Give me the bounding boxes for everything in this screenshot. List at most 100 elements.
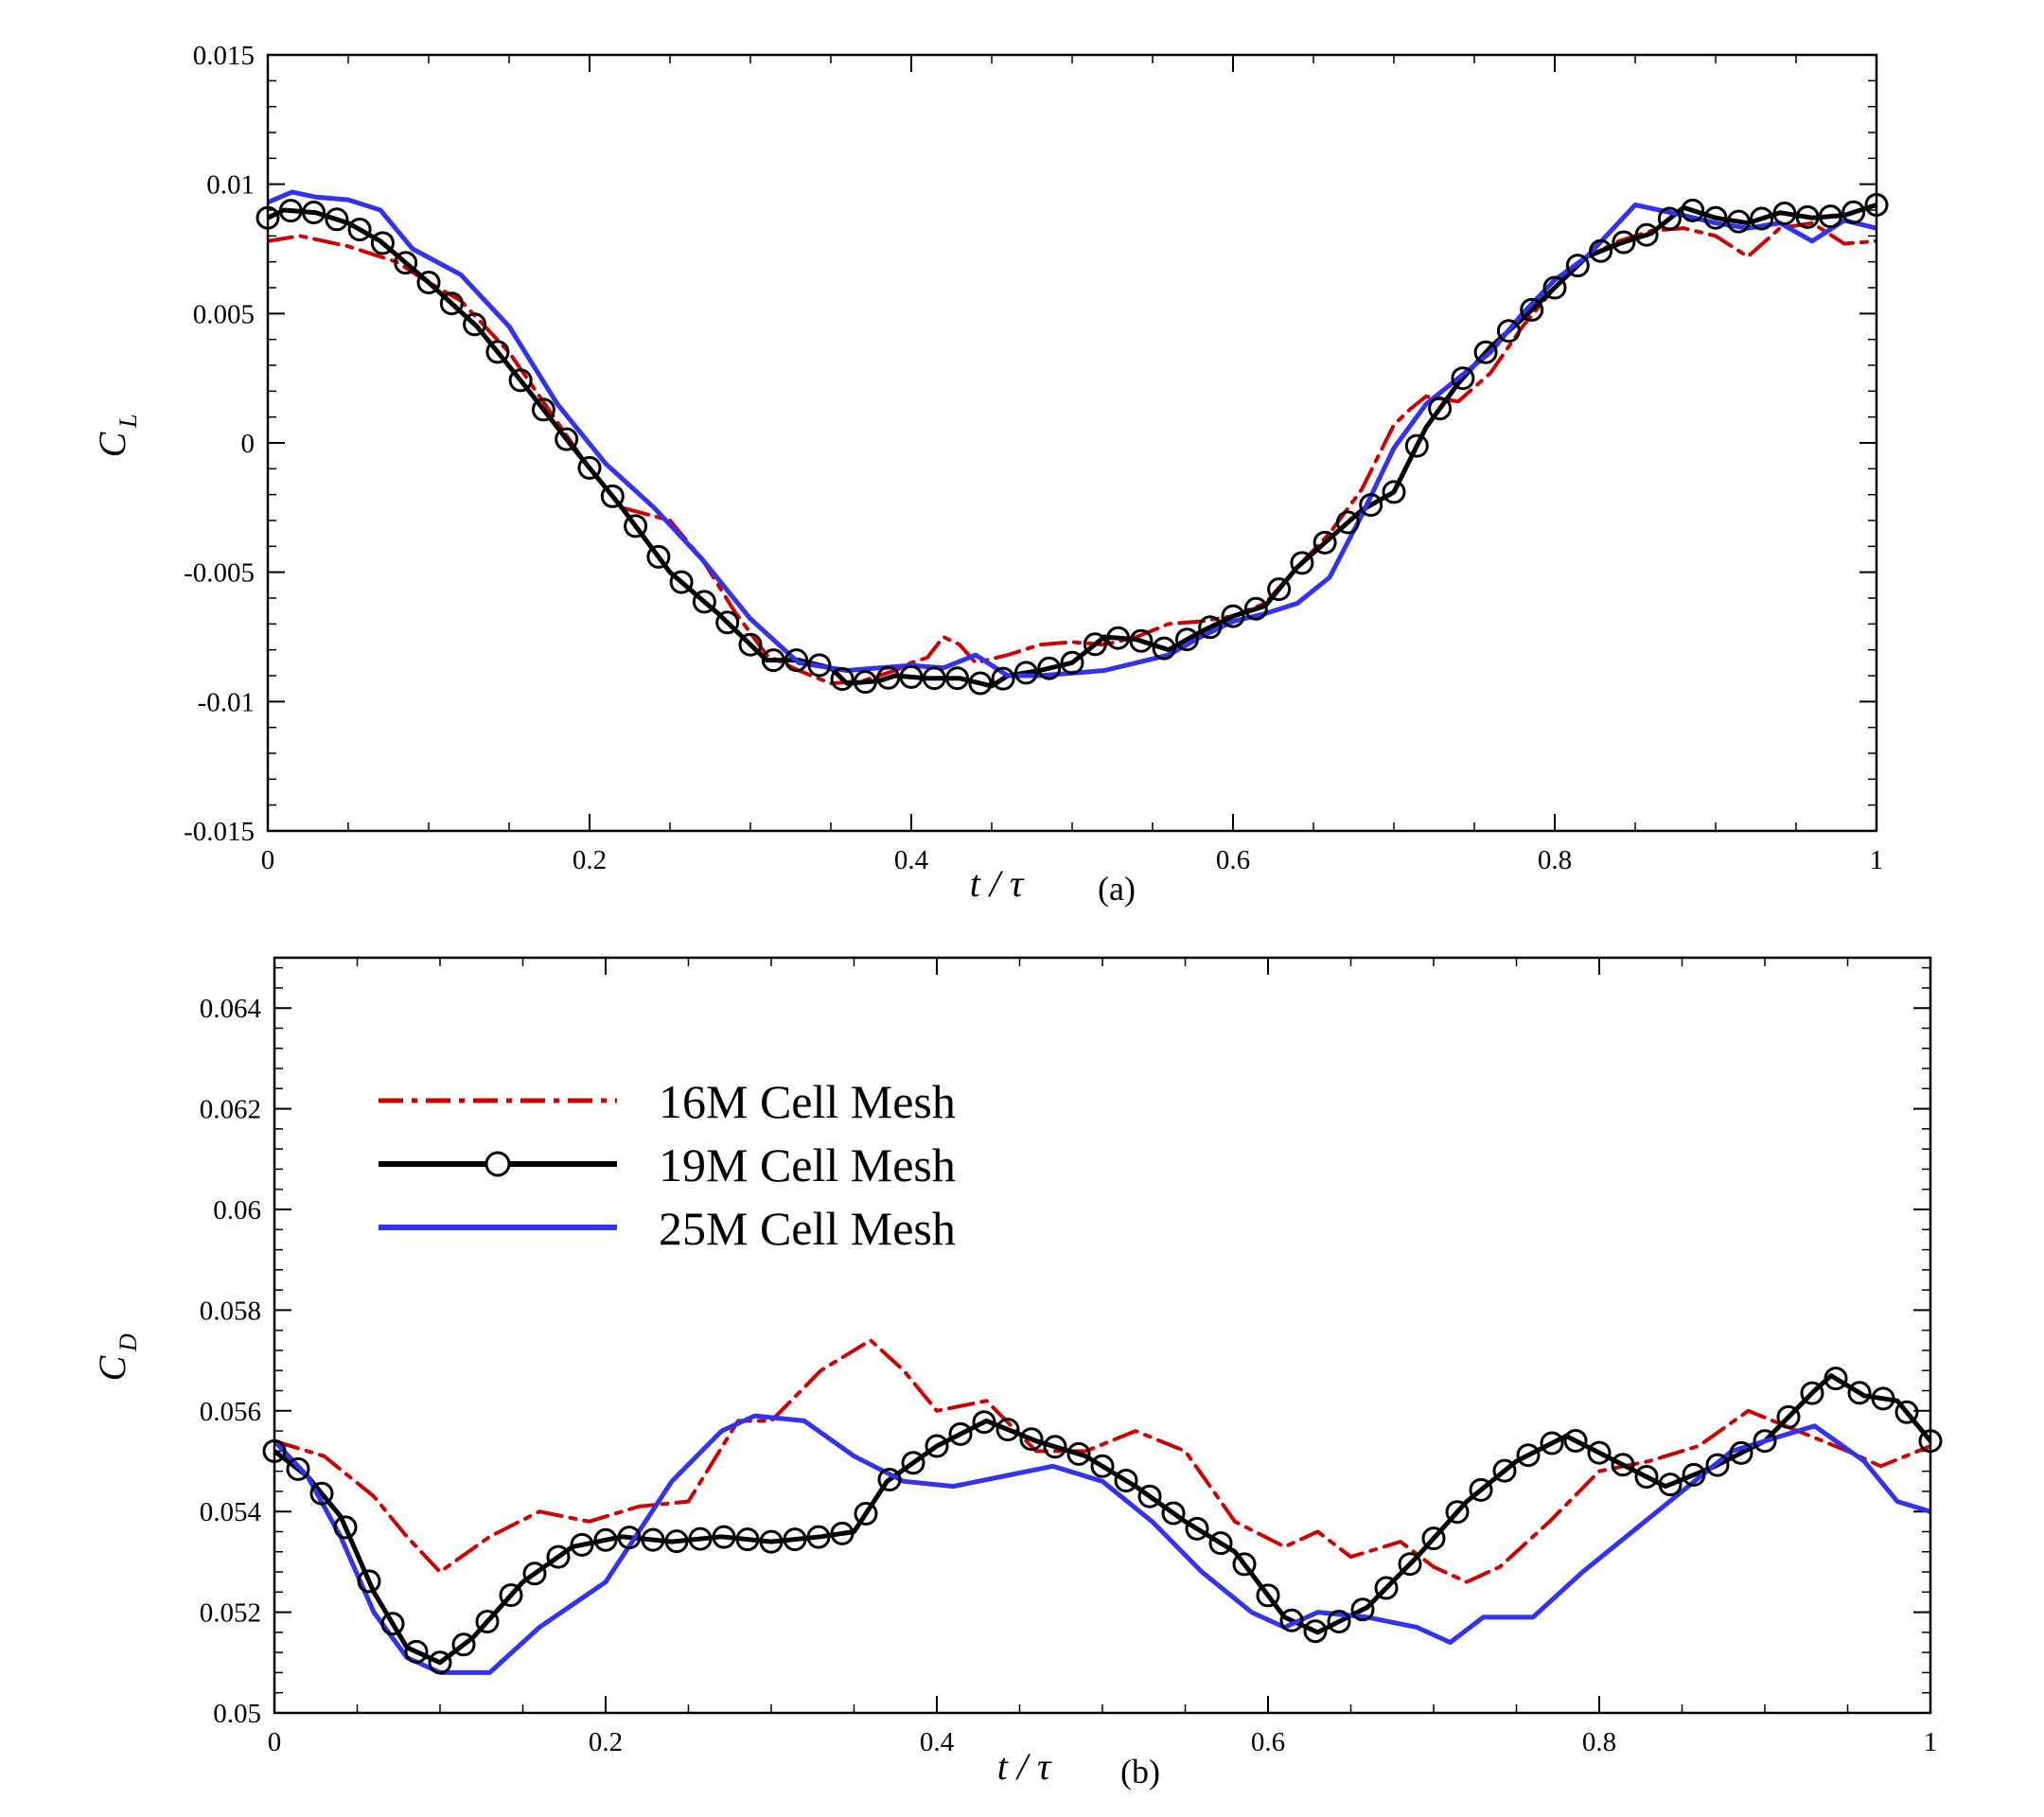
marker-mesh19 [830, 667, 855, 691]
marker-mesh19 [1161, 1501, 1186, 1526]
series-line-mesh16 [274, 1338, 1930, 1584]
marker-mesh19 [1114, 1469, 1138, 1492]
marker-mesh19 [325, 207, 349, 232]
marker-mesh19 [451, 1632, 476, 1657]
marker-mesh19 [499, 1583, 523, 1608]
series-line-mesh25 [274, 1413, 1930, 1675]
marker-mesh19 [922, 666, 946, 691]
marker-mesh19 [1421, 1526, 1446, 1551]
panel-a-cl-chart: 0 0.2 0.4 0.6 0.8 1 -0.015 -0.01 -0.005 0 0.005 0.0… [91, 41, 1889, 908]
marker-mesh19 [508, 368, 533, 393]
marker-mesh19 [759, 1529, 784, 1554]
marker-mesh19 [278, 199, 303, 223]
marker-mesh19 [1290, 551, 1314, 575]
marker-mesh19 [1221, 604, 1245, 628]
plot-frame [266, 53, 1878, 833]
x-tick-label: 0.4 [920, 1727, 955, 1757]
legend-label-mesh25: 25M Cell Mesh [659, 1202, 956, 1255]
marker-mesh19 [1374, 1576, 1399, 1600]
x-tick-label: 0.6 [1216, 845, 1250, 875]
marker-mesh19 [641, 1527, 665, 1552]
marker-mesh19 [1611, 1453, 1635, 1477]
marker-mesh19 [1496, 319, 1521, 344]
marker-mesh19 [1174, 627, 1199, 652]
marker-mesh19 [1129, 628, 1154, 653]
y-axis-title: CL [91, 415, 142, 458]
marker-mesh19 [1753, 1429, 1777, 1454]
panel-b-cd-chart: 0 0.2 0.4 0.6 0.8 1 0.05 0.052 0.054 0.056 0.058 0.… [91, 956, 1943, 1791]
x-axis-title: t / τ [997, 1745, 1052, 1788]
y-axis-title-main: C [91, 431, 133, 457]
marker-mesh19 [302, 201, 326, 224]
y-tick-label: 0.005 [193, 299, 255, 329]
y-tick-label: 0.05 [213, 1699, 261, 1729]
marker-mesh19 [428, 1650, 452, 1675]
y-tick-label: -0.01 [198, 687, 255, 717]
marker-mesh19 [806, 1525, 831, 1549]
y-tick-label: 0.06 [213, 1195, 261, 1226]
marker-mesh19 [1705, 1453, 1730, 1477]
marker-mesh19 [876, 665, 901, 690]
marker-mesh19 [1703, 205, 1728, 230]
x-tick-label: 0.2 [573, 845, 607, 875]
marker-mesh19 [1800, 1381, 1824, 1405]
marker-mesh19 [735, 1527, 760, 1552]
plot-frame [273, 956, 1932, 1715]
marker-mesh19 [1256, 1583, 1280, 1608]
marker-mesh19 [669, 570, 694, 594]
marker-mesh19 [854, 1502, 878, 1526]
marker-mesh19 [347, 218, 372, 241]
marker-mesh19 [357, 1569, 381, 1594]
marker-mesh19 [853, 670, 877, 695]
marker-mesh19 [1818, 204, 1842, 229]
y-tick-label: 0.064 [200, 994, 262, 1024]
marker-mesh19 [738, 632, 763, 657]
marker-mesh19 [1106, 626, 1131, 650]
marker-mesh19 [1398, 1552, 1422, 1577]
marker-mesh19 [380, 1612, 405, 1636]
marker-mesh19 [1185, 1516, 1209, 1541]
marker-mesh19 [1060, 650, 1084, 675]
legend-marker-mesh19 [485, 1151, 511, 1177]
marker-mesh19 [1772, 202, 1797, 225]
marker-mesh19 [1492, 1458, 1517, 1483]
y-axis-title-subscript: D [115, 1333, 142, 1352]
marker-mesh19 [1750, 206, 1774, 231]
marker-mesh19 [1019, 1427, 1044, 1452]
marker-mesh19 [1776, 1404, 1801, 1429]
x-tick-label: 0.4 [894, 845, 929, 875]
marker-mesh19 [948, 1421, 973, 1446]
marker-mesh19 [1083, 632, 1107, 657]
marker-mesh19 [1404, 433, 1429, 458]
marker-mesh19 [968, 671, 993, 696]
marker-mesh19 [991, 666, 1015, 691]
marker-mesh19 [899, 664, 924, 689]
marker-mesh19 [370, 231, 395, 256]
panel-label: (a) [1098, 870, 1136, 908]
x-tick-label: 1 [1870, 845, 1884, 875]
marker-mesh19 [1589, 238, 1613, 263]
marker-mesh19 [309, 1481, 334, 1506]
x-tick-label: 1 [1924, 1727, 1938, 1757]
marker-mesh19 [1729, 1440, 1753, 1465]
marker-mesh19 [1847, 1381, 1872, 1405]
y-tick-label: -0.015 [184, 817, 255, 847]
marker-mesh19 [1542, 275, 1567, 300]
marker-mesh19 [394, 251, 418, 275]
marker-mesh19 [1327, 1610, 1351, 1633]
y-tick-label: 0.058 [200, 1296, 261, 1326]
marker-mesh19 [577, 455, 602, 480]
marker-mesh19 [807, 653, 832, 678]
marker-mesh19 [1634, 1465, 1659, 1489]
y-tick-label: -0.005 [184, 558, 255, 589]
marker-mesh19 [1565, 254, 1590, 278]
marker-mesh19 [546, 1544, 571, 1569]
x-tick-label: 0 [261, 845, 275, 875]
marker-mesh19 [1382, 480, 1406, 504]
y-tick-label: 0.01 [206, 170, 255, 201]
marker-mesh19 [830, 1521, 855, 1545]
marker-mesh19 [531, 397, 555, 422]
marker-mesh19 [1043, 1435, 1067, 1459]
marker-mesh19 [404, 1639, 429, 1664]
